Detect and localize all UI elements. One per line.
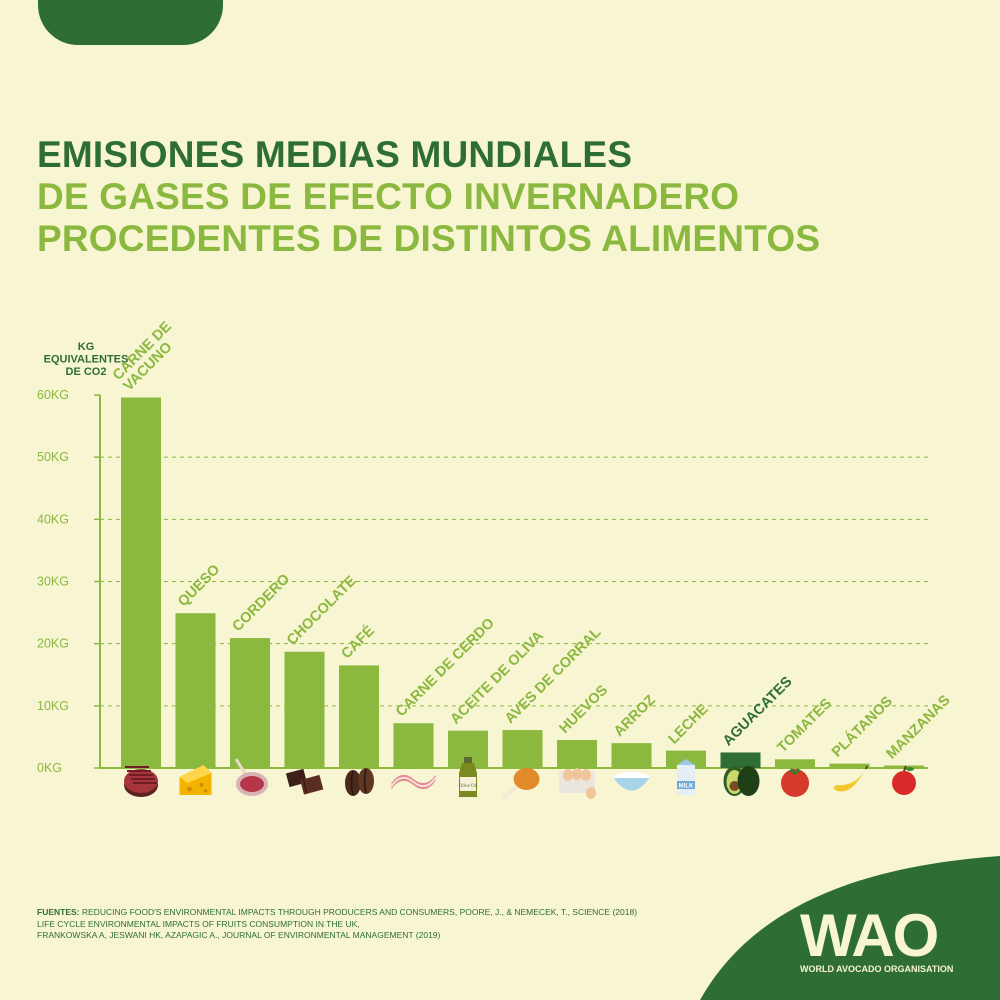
y-tick-label: 30KG	[37, 575, 69, 589]
milk-label-text: MILK	[679, 784, 694, 790]
bar-label-line: HUEVOS	[557, 682, 612, 737]
bar	[284, 651, 325, 768]
bar-label: ARROZ	[611, 692, 659, 740]
rice-bowl-icon	[613, 772, 650, 791]
bar	[611, 743, 652, 768]
bacon-icon	[390, 774, 437, 790]
y-axis-title-line: DE CO2	[66, 366, 107, 378]
bar-label: HUEVOS	[557, 682, 612, 737]
food-icons: Olive Oil MILK	[124, 757, 916, 799]
sources-footer: FUENTES: REDUCING FOOD'S ENVIRONMENTAL I…	[37, 907, 637, 942]
bar	[884, 765, 924, 768]
chicken-leg-icon	[502, 768, 540, 799]
corner-tab-decoration	[38, 0, 223, 45]
bar-label: CAFÉ	[338, 622, 378, 662]
tomato-icon	[781, 768, 809, 797]
bar-label-line: TOMATES	[775, 695, 836, 756]
y-tick-label: 40KG	[37, 512, 69, 526]
y-tick-label: 50KG	[37, 450, 69, 464]
avocado-icon	[723, 766, 760, 796]
bar-label-line: CAFÉ	[338, 622, 378, 662]
title-line-3: PROCEDENTES DE DISTINTOS ALIMENTOS	[37, 218, 821, 259]
lamb-chop-icon	[234, 758, 268, 796]
eggs-icon	[559, 768, 596, 799]
bar-label: TOMATES	[775, 695, 836, 756]
bar-label: QUESO	[175, 562, 223, 610]
bar	[175, 613, 216, 768]
bar-label-line: CARNE DE CERDO	[393, 615, 498, 720]
bar	[230, 638, 270, 768]
banana-icon	[833, 765, 869, 792]
apple-icon	[892, 765, 916, 795]
bar-label: CORDERO	[230, 571, 294, 635]
y-tick-label: 20KG	[37, 637, 69, 651]
bar	[775, 759, 815, 768]
page-title: EMISIONES MEDIAS MUNDIALES DE GASES DE E…	[37, 134, 820, 260]
bar-label-line: MANZANAS	[884, 692, 954, 762]
y-tick-label: 0KG	[37, 761, 62, 775]
sources-label: FUENTES:	[37, 907, 80, 917]
bar-label: CHOCOLATE	[284, 573, 360, 649]
bar	[121, 397, 161, 768]
bar	[557, 740, 597, 768]
bar-label-line: CHOCOLATE	[284, 573, 360, 649]
source-line-3: FRANKOWSKA A, JESWANI HK, AZAPAGIC A., J…	[37, 930, 441, 940]
bar-label: CARNE DE CERDO	[393, 615, 498, 720]
bar-label-line: CORDERO	[230, 571, 294, 635]
olive-oil-bottle-icon: Olive Oil	[459, 757, 478, 797]
milk-carton-icon: MILK	[677, 759, 695, 795]
cheese-icon	[179, 765, 212, 795]
coffee-bean-icon	[345, 768, 374, 796]
steak-icon	[124, 766, 158, 797]
bar	[829, 763, 870, 768]
bar	[339, 665, 379, 768]
y-tick-label: 10KG	[37, 699, 69, 713]
bar-label-line: QUESO	[175, 562, 223, 610]
bar	[393, 723, 434, 768]
y-axis-title-line: KG	[78, 341, 95, 353]
bar-label: LECHE	[666, 701, 712, 747]
y-axis-title-line: EQUIVALENTES	[44, 354, 129, 366]
bar	[502, 730, 543, 768]
title-line-1: EMISIONES MEDIAS MUNDIALES	[37, 134, 633, 175]
bar-label-line: LECHE	[666, 701, 712, 747]
source-line-1: REDUCING FOOD'S ENVIRONMENTAL IMPACTS TH…	[81, 907, 638, 917]
bar	[720, 752, 761, 768]
y-tick-label: 60KG	[37, 388, 69, 402]
bar-label: MANZANAS	[884, 692, 954, 762]
title-line-2: DE GASES DE EFECTO INVERNADERO	[37, 176, 740, 217]
bars	[121, 397, 924, 768]
chocolate-icon	[285, 768, 324, 795]
oil-label-text: Olive Oil	[459, 784, 478, 789]
source-line-2: LIFE CYCLE ENVIRONMENTAL IMPACTS OF FRUI…	[37, 918, 360, 929]
bar-label-line: ARROZ	[611, 692, 659, 740]
